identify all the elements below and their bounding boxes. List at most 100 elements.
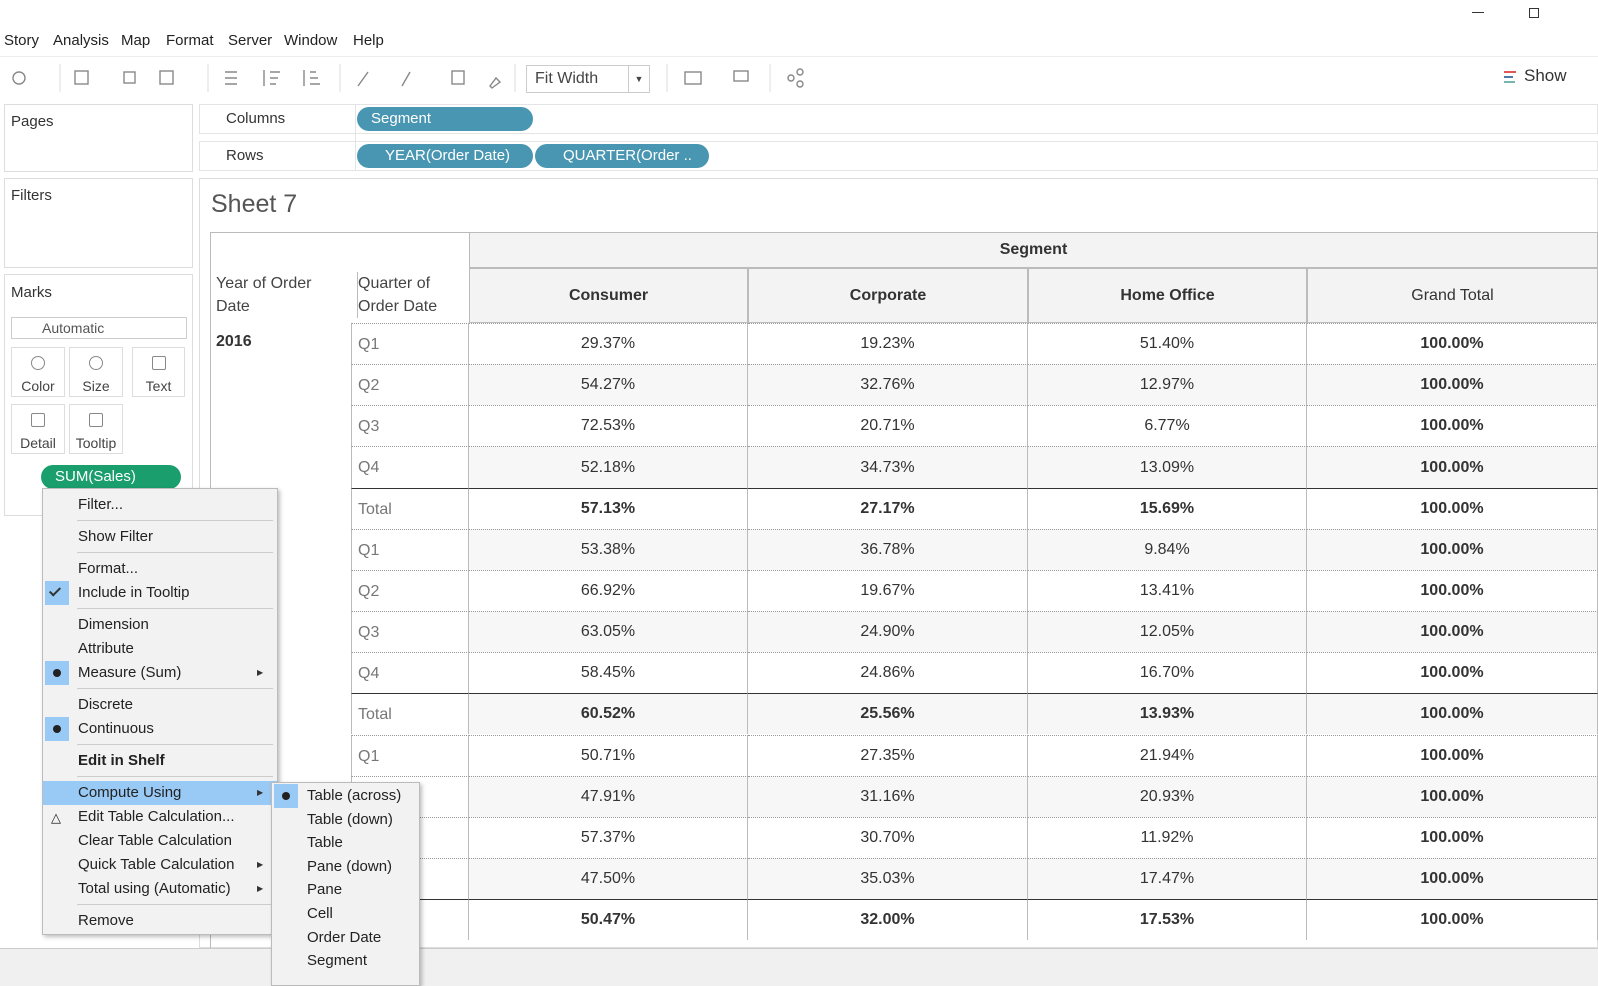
- submenu-arrow: ▶: [257, 884, 264, 893]
- shelf-divider: [355, 104, 356, 171]
- menu-item[interactable]: Help: [353, 32, 384, 49]
- value-cell: 24.86%: [748, 652, 1028, 694]
- marks-button[interactable]: Text: [132, 347, 185, 397]
- value-cell: 60.52%: [469, 693, 748, 735]
- mark-type: Automatic: [42, 320, 105, 336]
- context-menu-item[interactable]: Dimension: [43, 613, 277, 637]
- minimize-button[interactable]: [1472, 12, 1484, 13]
- value-cell: 47.50%: [469, 857, 748, 900]
- value-cell: 29.37%: [469, 323, 748, 365]
- value-cell: 17.47%: [1028, 857, 1307, 900]
- submenu-item[interactable]: Table: [272, 831, 419, 855]
- context-menu-item[interactable]: Include in Tooltip: [43, 581, 277, 605]
- context-menu-item[interactable]: Measure (Sum) ▶: [43, 661, 277, 685]
- submenu-item[interactable]: Pane: [272, 878, 419, 902]
- context-menu-item[interactable]: Edit in Shelf: [43, 749, 277, 773]
- submenu-item[interactable]: Pane (down): [272, 855, 419, 879]
- context-menu-item[interactable]: Clear Table Calculation: [43, 829, 277, 853]
- show-me-button[interactable]: Show: [1524, 66, 1567, 85]
- marks-button-icon: [89, 356, 103, 370]
- rows-label: Rows: [226, 147, 264, 164]
- value-cell: 20.71%: [748, 405, 1028, 447]
- menu-item[interactable]: Analysis: [53, 32, 109, 49]
- quarter-cell: Q2: [351, 364, 469, 406]
- menu-item[interactable]: Format: [166, 32, 214, 49]
- value-cell: 47.91%: [469, 775, 748, 817]
- marks-button[interactable]: Size: [69, 347, 123, 397]
- context-menu-item[interactable]: Continuous: [43, 717, 277, 741]
- submenu-item[interactable]: Table (across): [272, 784, 419, 808]
- column-pill[interactable]: Segment: [357, 107, 533, 131]
- context-menu-item[interactable]: Compute Using ▶: [43, 781, 277, 805]
- menu-label: Table (across): [307, 787, 402, 804]
- value-cell: 53.38%: [469, 528, 748, 570]
- context-menu-item[interactable]: Remove: [43, 909, 277, 933]
- columns-label: Columns: [226, 110, 286, 127]
- row-pill[interactable]: QUARTER(Order ..: [535, 144, 709, 168]
- marks-button[interactable]: Detail: [11, 404, 65, 454]
- value-cell: 54.27%: [469, 364, 748, 406]
- show-me-icon: [1504, 71, 1516, 83]
- restore-button[interactable]: [1529, 8, 1539, 18]
- bullet: [53, 669, 61, 677]
- value-cell: 100.00%: [1307, 775, 1598, 817]
- menu-label: Remove: [78, 912, 134, 929]
- menu-label: Order Date: [307, 928, 382, 946]
- marks-button-label: Detail: [20, 435, 56, 451]
- column-header: Home Office: [1028, 268, 1307, 323]
- context-menu-item[interactable]: Show Filter: [43, 525, 277, 549]
- quarter-cell: Q4: [351, 652, 469, 694]
- menu-label: Filter...: [78, 496, 124, 513]
- context-menu-item[interactable]: Format...: [43, 557, 277, 581]
- menu-separator: [77, 688, 273, 689]
- menu-item[interactable]: Map: [121, 32, 151, 49]
- marks-button[interactable]: Tooltip: [69, 404, 123, 454]
- column-header: Consumer: [469, 268, 748, 323]
- context-menu: Filter... Show Filter Format... Include in …: [42, 488, 278, 935]
- value-cell: 72.53%: [469, 405, 748, 447]
- submenu-item[interactable]: Table (down): [272, 808, 419, 832]
- value-cell: 13.93%: [1028, 693, 1307, 735]
- submenu-item[interactable]: Segment: [272, 949, 419, 973]
- value-cell: 34.73%: [748, 446, 1028, 488]
- fit-dropdown[interactable]: Fit Width ▼: [526, 65, 650, 93]
- marks-button-icon: [89, 413, 103, 427]
- value-cell: 100.00%: [1307, 857, 1598, 900]
- value-cell: 13.09%: [1028, 446, 1307, 488]
- measure-pill[interactable]: SUM(Sales): [41, 465, 181, 489]
- value-cell: 30.70%: [748, 816, 1028, 858]
- submenu: Table (across) Table (down) Table Pane (dow…: [271, 782, 420, 986]
- mark-type-dropdown[interactable]: Automatic: [11, 317, 187, 339]
- value-cell: 6.77%: [1028, 405, 1307, 447]
- submenu-arrow: ▶: [257, 860, 264, 869]
- context-menu-item[interactable]: Total using (Automatic) ▶: [43, 877, 277, 901]
- context-menu-item[interactable]: Quick Table Calculation ▶: [43, 853, 277, 877]
- context-menu-item[interactable]: Filter...: [43, 493, 277, 517]
- value-cell: 16.70%: [1028, 652, 1307, 694]
- marks-button[interactable]: Color: [11, 347, 65, 397]
- marks-button-label: Tooltip: [75, 435, 117, 451]
- marks-button-icon: [151, 356, 166, 370]
- value-cell: 13.41%: [1028, 569, 1307, 612]
- menu-item[interactable]: Story: [4, 32, 40, 49]
- menu-separator: [77, 520, 273, 521]
- column-header: Corporate: [748, 268, 1028, 323]
- row-pill[interactable]: YEAR(Order Date): [357, 144, 533, 168]
- menu-label: Format...: [78, 560, 139, 577]
- value-cell: 58.45%: [469, 652, 748, 694]
- quarter-cell: Total: [351, 693, 469, 735]
- pages-card: Pages: [4, 104, 193, 172]
- submenu-item[interactable]: Cell: [272, 902, 419, 926]
- menu-item[interactable]: Server: [228, 32, 273, 49]
- value-cell: 51.40%: [1028, 323, 1307, 365]
- menu-mark-bg: [45, 581, 69, 605]
- context-menu-item[interactable]: Discrete: [43, 693, 277, 717]
- context-menu-item[interactable]: △ Edit Table Calculation...: [43, 805, 277, 829]
- context-menu-item[interactable]: Attribute: [43, 637, 277, 661]
- menu-item[interactable]: Window: [284, 32, 338, 49]
- value-cell: 15.69%: [1028, 487, 1307, 529]
- menu-label: Total using (Automatic): [78, 880, 231, 897]
- value-cell: 57.37%: [469, 816, 748, 858]
- submenu-item[interactable]: Order Date: [272, 926, 419, 950]
